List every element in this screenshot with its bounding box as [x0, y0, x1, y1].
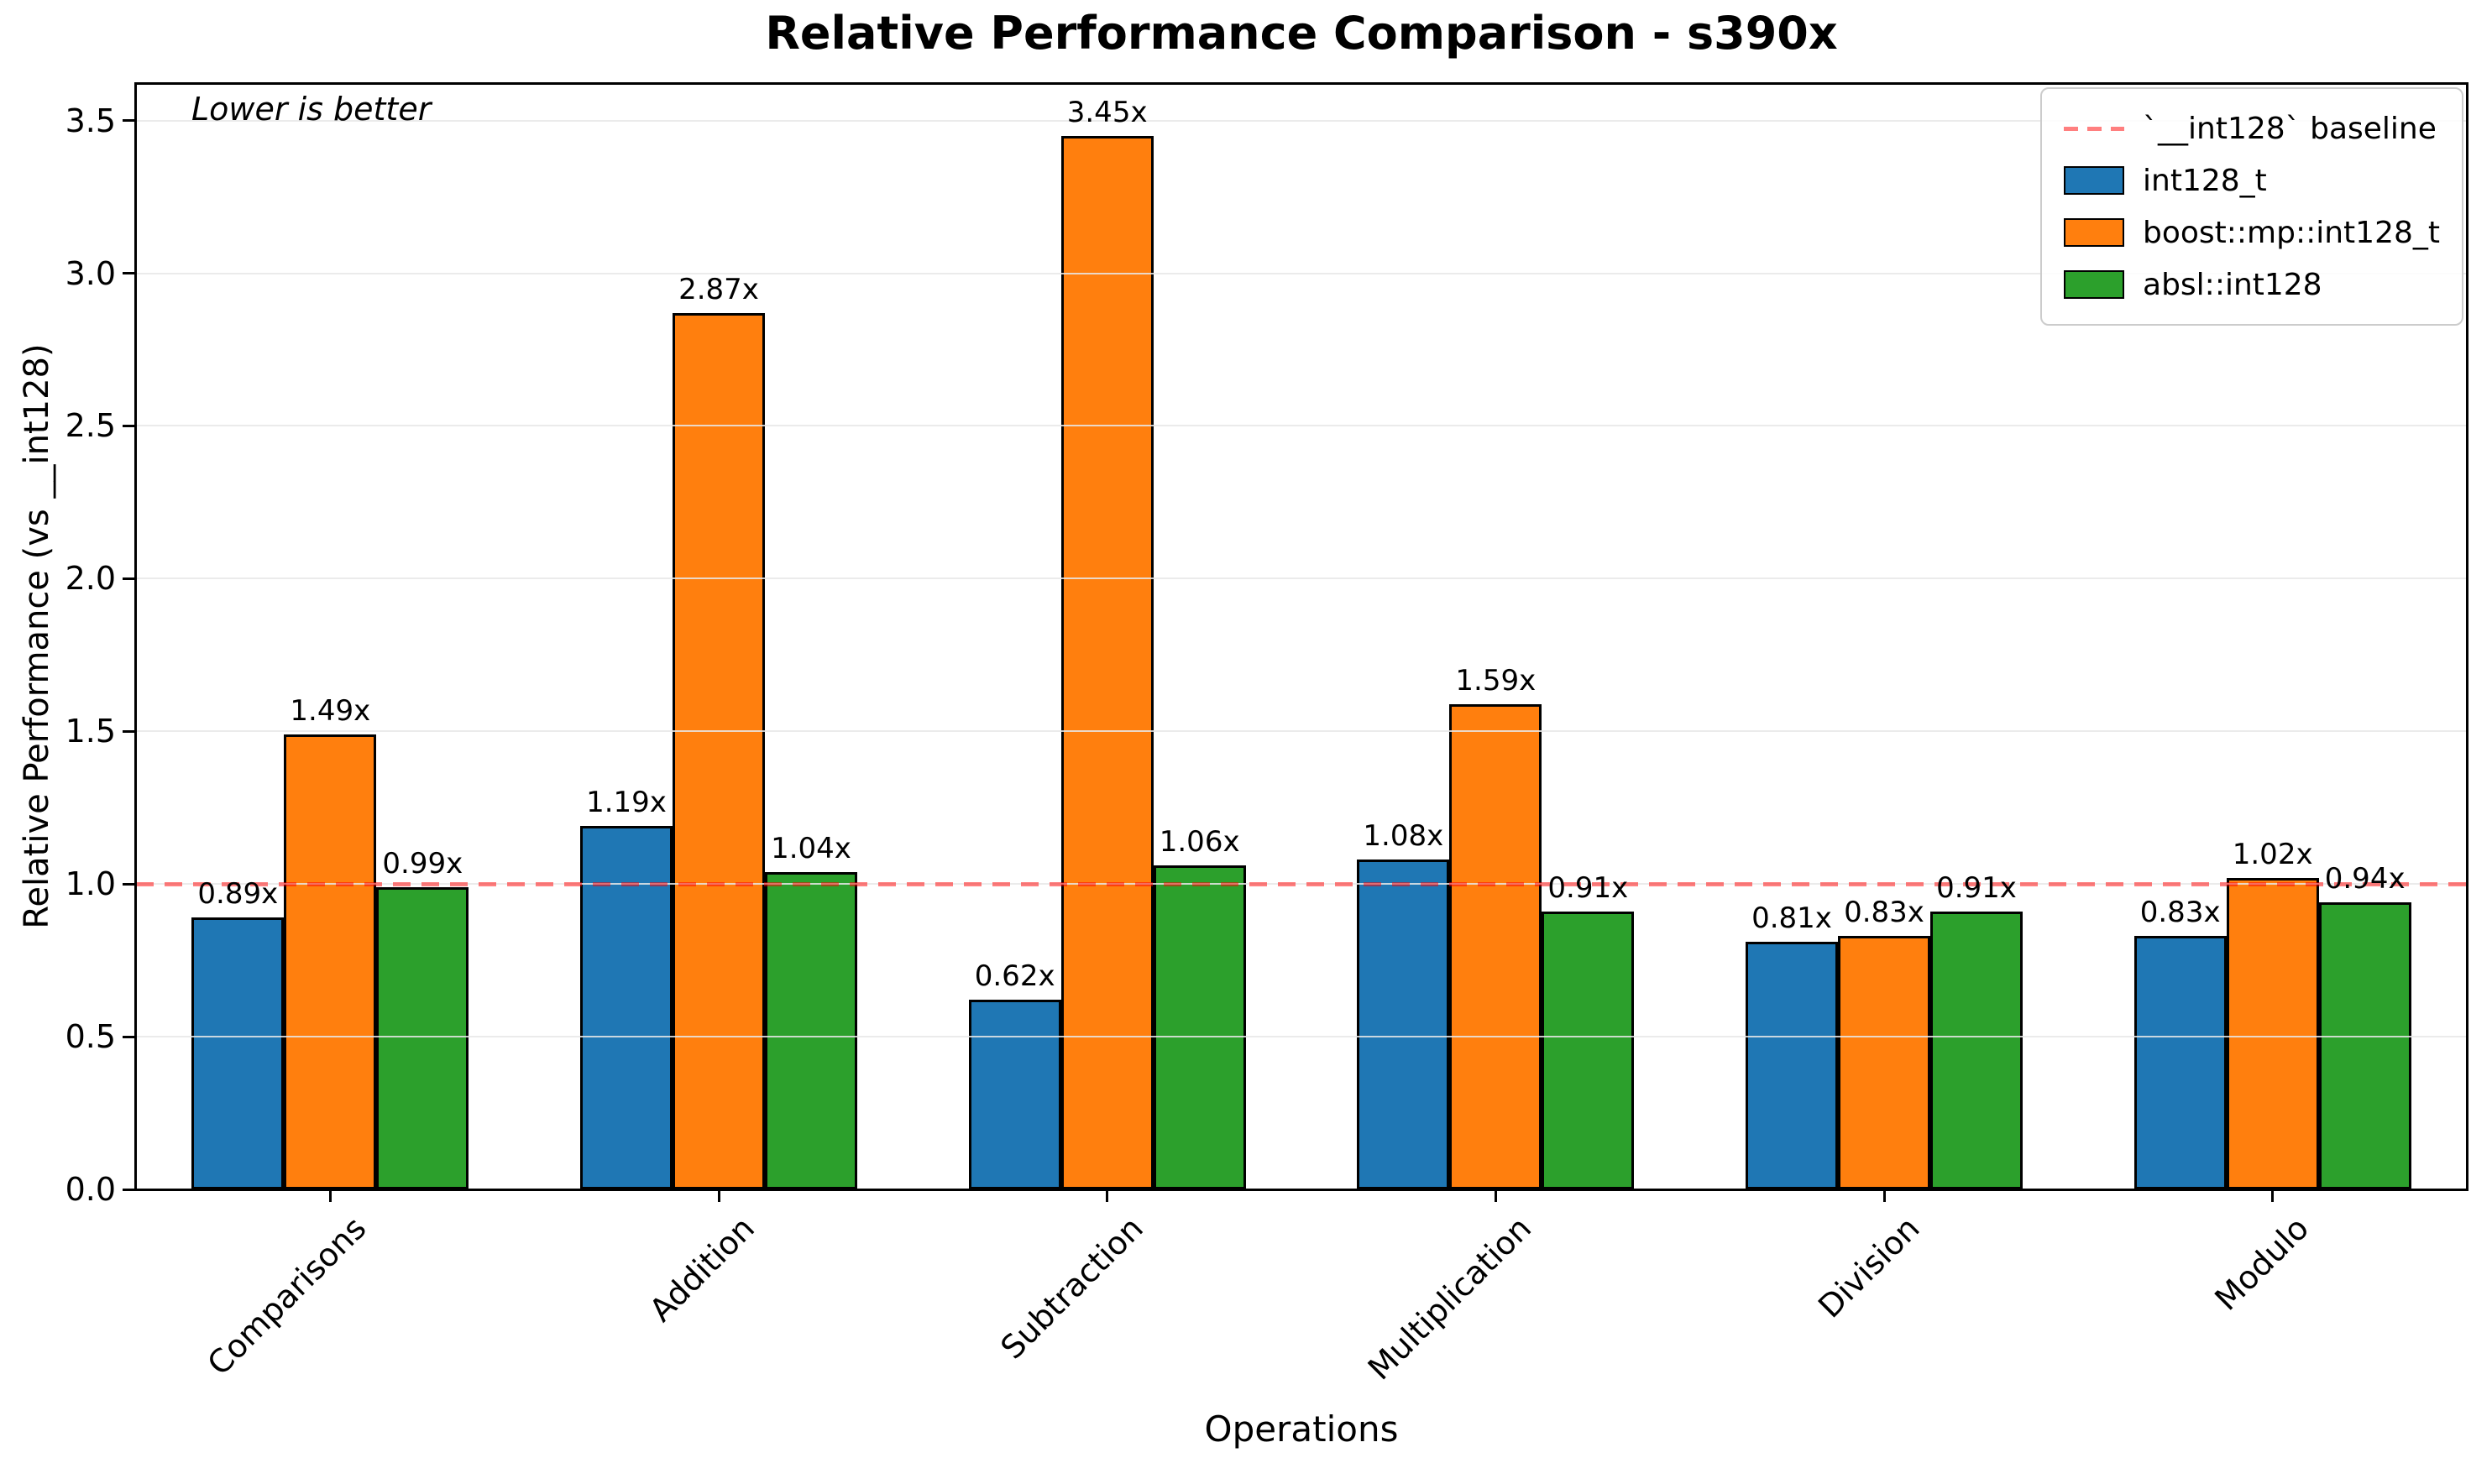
- legend-swatch-boost-mp-int128-t: [2064, 218, 2125, 247]
- x-tick-mark: [1106, 1189, 1109, 1202]
- bar-value-label: 0.94x: [2324, 862, 2406, 896]
- bar-int128_t-comparisons: [191, 917, 285, 1189]
- bar-absl::int128-subtraction: [1153, 865, 1246, 1189]
- bar-value-label: 0.83x: [1844, 896, 1924, 930]
- gridline-y-2.5: [136, 425, 2467, 427]
- legend-entry-int128-t: int128_t: [2064, 154, 2440, 206]
- bar-value-label: 1.19x: [586, 786, 667, 820]
- gridline-y-1.5: [136, 730, 2467, 733]
- legend-label-absl-int128: absl::int128: [2143, 267, 2322, 302]
- bar-value-label: 1.49x: [290, 693, 371, 728]
- legend: `__int128` baseline int128_t boost::mp::…: [2040, 87, 2463, 326]
- bar-boost::mp::int128_t-modulo: [2226, 877, 2319, 1189]
- baseline-dashed-line: [136, 881, 2467, 886]
- gridline-y-3.5: [136, 119, 2467, 122]
- gridline-y-0.5: [136, 1036, 2467, 1038]
- bar-value-label: 1.59x: [1455, 663, 1537, 698]
- bar-boost::mp::int128_t-subtraction: [1060, 135, 1154, 1189]
- y-tick-mark: [123, 882, 134, 886]
- legend-entry-baseline: `__int128` baseline: [2064, 102, 2440, 154]
- y-tick-mark: [123, 729, 134, 733]
- bar-value-label: 0.83x: [2139, 896, 2221, 930]
- x-tick-mark: [1494, 1189, 1497, 1202]
- bar-boost::mp::int128_t-division: [1838, 936, 1930, 1189]
- bar-int128_t-subtraction: [968, 1000, 1061, 1189]
- bar-boost::mp::int128_t-comparisons: [284, 734, 377, 1189]
- y-tick-mark: [123, 424, 134, 427]
- bar-value-label: 0.91x: [1547, 870, 1629, 905]
- y-tick-mark: [123, 1035, 134, 1038]
- bar-absl::int128-addition: [765, 871, 857, 1189]
- x-tick-label-comparisons: Comparisons: [200, 1210, 374, 1383]
- gridline-y-2.0: [136, 577, 2467, 580]
- bar-boost::mp::int128_t-multiplication: [1449, 703, 1542, 1189]
- bar-int128_t-multiplication: [1357, 860, 1450, 1189]
- y-tick-label: 3.0: [65, 254, 116, 292]
- bar-int128_t-modulo: [2133, 936, 2227, 1189]
- x-tick-mark: [1882, 1189, 1886, 1202]
- bar-int128_t-division: [1746, 942, 1838, 1189]
- legend-swatch-int128-t: [2064, 166, 2125, 195]
- bar-int128_t-addition: [580, 826, 673, 1189]
- bar-boost::mp::int128_t-addition: [673, 312, 765, 1189]
- legend-swatch-absl-int128: [2064, 270, 2125, 299]
- y-axis-label: Relative Performance (vs __int128): [18, 343, 56, 929]
- y-tick-label: 2.5: [65, 407, 116, 445]
- y-tick-mark: [123, 119, 134, 123]
- y-tick-label: 0.5: [65, 1018, 116, 1056]
- legend-label-baseline: `__int128` baseline: [2143, 111, 2437, 146]
- bar-absl::int128-multiplication: [1542, 911, 1635, 1189]
- bar-value-label: 2.87x: [678, 272, 759, 306]
- y-tick-label: 1.0: [65, 865, 116, 903]
- bar-absl::int128-division: [1930, 911, 2023, 1189]
- bar-value-label: 1.04x: [771, 831, 851, 865]
- bar-absl::int128-comparisons: [376, 886, 469, 1189]
- y-tick-label: 2.0: [65, 560, 116, 598]
- bar-value-label: 1.08x: [1363, 819, 1444, 854]
- bar-value-label: 1.02x: [2232, 837, 2313, 871]
- legend-label-boost-mp-int128-t: boost::mp::int128_t: [2143, 215, 2440, 250]
- bar-value-label: 0.81x: [1751, 901, 1832, 936]
- x-tick-label-multiplication: Multiplication: [1360, 1210, 1539, 1387]
- chart-title: Relative Performance Comparison - s390x: [765, 7, 1838, 60]
- legend-entry-absl-int128: absl::int128: [2064, 259, 2440, 311]
- x-tick-mark: [2271, 1189, 2275, 1202]
- bar-value-label: 0.91x: [1936, 870, 2017, 905]
- y-tick-label: 1.5: [65, 713, 116, 750]
- bar-value-label: 1.06x: [1159, 825, 1240, 860]
- bar-value-label: 3.45x: [1066, 95, 1148, 129]
- y-tick-mark: [123, 272, 134, 275]
- gridline-y-3.0: [136, 272, 2467, 274]
- x-tick-label-subtraction: Subtraction: [993, 1210, 1150, 1366]
- x-tick-label-addition: Addition: [642, 1210, 762, 1330]
- x-axis-label: Operations: [1204, 1408, 1399, 1450]
- bar-value-label: 0.89x: [197, 877, 279, 912]
- y-tick-mark: [123, 577, 134, 580]
- x-tick-mark: [717, 1189, 720, 1202]
- x-tick-label-modulo: Modulo: [2207, 1210, 2316, 1318]
- annotation-lower-is-better: Lower is better: [191, 91, 432, 128]
- y-tick-mark: [123, 1188, 134, 1191]
- bar-absl::int128-modulo: [2318, 902, 2411, 1189]
- y-tick-label: 0.0: [65, 1171, 116, 1208]
- y-tick-label: 3.5: [65, 102, 116, 139]
- legend-entry-boost-mp-int128-t: boost::mp::int128_t: [2064, 206, 2440, 259]
- legend-label-int128-t: int128_t: [2143, 163, 2267, 198]
- plot-area: Lower is better 0.0 0.5 1.0 1.5 2.0 2.5 3.0 3.5…: [65, 82, 2468, 1387]
- legend-baseline-dash-icon: [2064, 126, 2125, 131]
- bar-value-label: 0.62x: [974, 959, 1055, 994]
- x-tick-mark: [328, 1189, 332, 1202]
- bar-value-label: 0.99x: [382, 846, 463, 880]
- x-tick-label-division: Division: [1811, 1210, 1928, 1325]
